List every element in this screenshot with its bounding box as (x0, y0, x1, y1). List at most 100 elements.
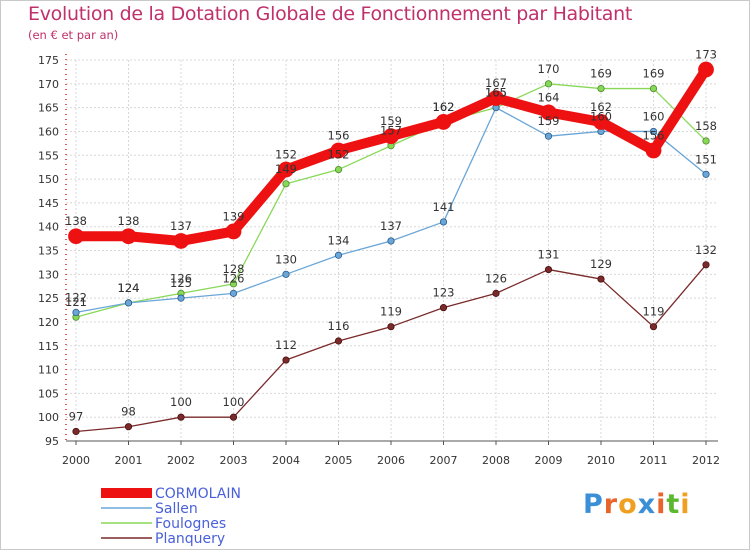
data-label-planquery: 132 (695, 243, 717, 257)
y-tick-label: 135 (38, 245, 59, 258)
logo-letter: t (666, 489, 681, 520)
point-sallen (387, 237, 395, 245)
grid-layer (66, 59, 718, 442)
point-sallen (439, 218, 448, 226)
data-label-foulognes: 149 (275, 162, 297, 176)
data-label-cormolain: 167 (485, 76, 507, 90)
x-tick-label: 2012 (692, 454, 720, 467)
data-label-sallen: 134 (328, 233, 350, 247)
chart-title: Evolution de la Dotation Globale de Fonc… (28, 3, 633, 25)
y-tick-label: 125 (38, 292, 59, 305)
data-label-sallen: 124 (118, 281, 140, 295)
data-label-sallen: 130 (275, 252, 297, 266)
point-sallen (282, 270, 290, 278)
point-planquery (124, 423, 133, 431)
data-label-cormolain: 162 (590, 100, 612, 114)
y-tick-label: 115 (38, 340, 59, 353)
data-label-sallen: 165 (485, 86, 507, 100)
data-label-foulognes: 162 (433, 100, 455, 114)
data-label-sallen: 159 (538, 114, 560, 128)
point-cormolain (173, 233, 189, 249)
x-tick-label: 2006 (377, 454, 405, 467)
y-tick-label: 95 (45, 435, 59, 448)
point-cormolain (330, 142, 347, 159)
y-tick-label: 145 (38, 197, 59, 210)
point-planquery (439, 304, 448, 312)
data-label-foulognes: 121 (65, 295, 87, 309)
data-label-sallen: 151 (695, 152, 717, 166)
point-sallen (124, 299, 133, 307)
point-cormolain (225, 223, 242, 240)
x-tick-label: 2003 (220, 454, 248, 467)
data-label-sallen: 137 (380, 219, 402, 233)
y-tick-label: 160 (38, 125, 59, 138)
data-label-cormolain: 162 (433, 100, 455, 114)
legend-label-cormolain: CORMOLAIN (155, 486, 241, 502)
data-label-foulognes: 152 (328, 148, 350, 162)
data-label-foulognes: 165 (485, 86, 507, 100)
point-cormolain (488, 90, 504, 106)
y-tick-label: 110 (38, 364, 59, 377)
y-tick-label: 150 (38, 173, 59, 186)
data-label-foulognes: 169 (590, 67, 612, 81)
logo-letter: o (618, 489, 638, 520)
data-label-planquery: 112 (275, 338, 297, 352)
data-label-sallen: 126 (223, 271, 245, 285)
data-label-planquery: 129 (590, 257, 612, 271)
point-cormolain (645, 142, 662, 159)
data-label-planquery: 100 (223, 395, 245, 409)
x-tick-label: 2002 (167, 454, 195, 467)
point-cormolain (435, 114, 452, 130)
data-label-planquery: 97 (69, 409, 84, 423)
data-label-planquery: 126 (485, 271, 507, 285)
point-planquery (282, 356, 290, 364)
point-planquery (544, 265, 553, 274)
point-planquery (702, 261, 710, 269)
point-sallen (544, 132, 553, 140)
y-tick-label: 155 (38, 149, 59, 162)
point-foulognes (702, 137, 710, 145)
x-tick-label: 2009 (535, 454, 563, 467)
y-tick-label: 100 (38, 411, 59, 424)
y-tick-label: 120 (38, 316, 59, 329)
data-label-planquery: 131 (538, 248, 560, 262)
point-foulognes (282, 180, 290, 188)
legend-label-planquery: Planquery (155, 531, 225, 547)
x-tick-label: 2001 (115, 454, 143, 467)
point-planquery (492, 289, 500, 297)
logo-letter: P (583, 489, 604, 520)
point-foulognes (597, 84, 605, 93)
data-label-cormolain: 159 (380, 114, 402, 128)
point-foulognes (649, 84, 658, 93)
data-label-planquery: 98 (121, 405, 136, 419)
x-tick-label: 2004 (272, 454, 300, 467)
point-cormolain (540, 104, 557, 121)
data-label-planquery: 123 (433, 286, 455, 300)
point-foulognes (334, 165, 343, 174)
point-sallen (177, 294, 185, 302)
x-tick-label: 2008 (482, 454, 510, 467)
data-label-foulognes: 126 (170, 271, 192, 285)
point-cormolain (278, 161, 294, 178)
point-planquery (597, 275, 605, 283)
point-sallen (702, 170, 710, 178)
x-tick-label: 2007 (430, 454, 458, 467)
point-cormolain (68, 228, 84, 245)
data-label-planquery: 119 (380, 305, 402, 319)
data-label-sallen: 125 (170, 276, 192, 290)
series-layer (68, 61, 714, 436)
data-label-planquery: 119 (643, 305, 665, 319)
x-tick-label: 2000 (62, 454, 90, 467)
data-label-foulognes: 124 (118, 281, 140, 295)
x-tick-label: 2011 (640, 454, 668, 467)
data-label-cormolain: 137 (170, 219, 192, 233)
logo-letter: i (656, 489, 667, 520)
data-label-foulognes: 170 (538, 62, 560, 76)
data-label-sallen: 141 (433, 200, 455, 214)
y-tick-label: 140 (38, 221, 59, 234)
data-label-cormolain: 152 (275, 148, 297, 162)
point-sallen (334, 251, 343, 259)
